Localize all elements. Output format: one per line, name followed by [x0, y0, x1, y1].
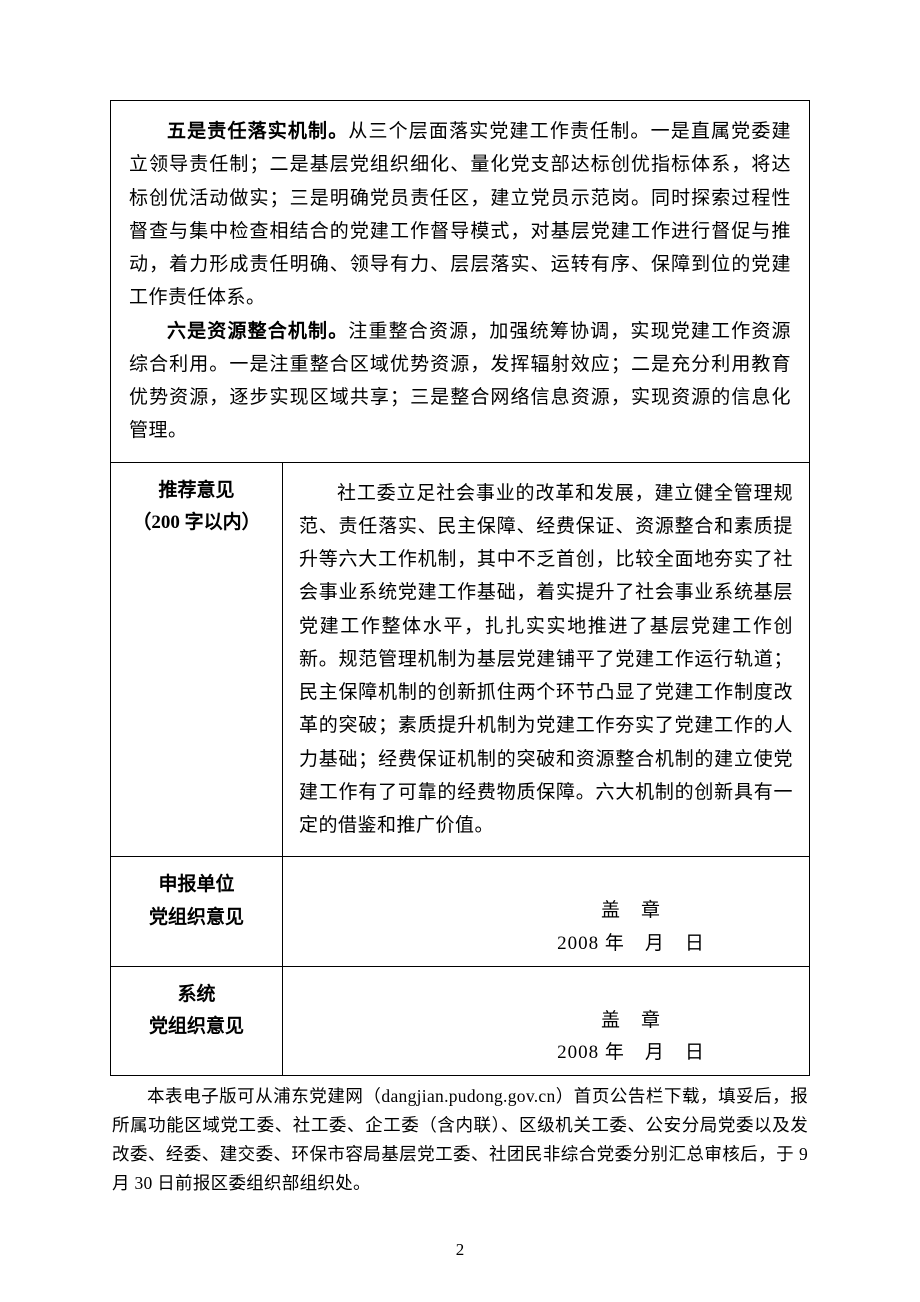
para5-body: 从三个层面落实党建工作责任制。一是直属党委建立领导责任制；二是基层党组织细化、量… — [129, 121, 791, 308]
system-stamp-label: 盖 章 — [469, 1005, 793, 1037]
recommendation-text: 社工委立足社会事业的改革和发展，建立健全管理规范、责任落实、民主保障、经费保证、… — [299, 477, 793, 843]
system-label-line1: 系统 — [117, 979, 276, 1011]
intro-cell: 五是责任落实机制。从三个层面落实党建工作责任制。一是直属党委建立领导责任制；二是… — [111, 101, 810, 463]
applicant-label-line1: 申报单位 — [117, 869, 276, 901]
system-org-label-cell: 系统 党组织意见 — [111, 966, 283, 1076]
rec-label-line1: 推荐意见 — [117, 475, 276, 507]
applicant-org-label-cell: 申报单位 党组织意见 — [111, 857, 283, 967]
recommendation-label-cell: 推荐意见 （200 字以内） — [111, 462, 283, 857]
form-table: 五是责任落实机制。从三个层面落实党建工作责任制。一是直属党委建立领导责任制；二是… — [110, 100, 810, 1076]
paragraph-6: 六是资源整合机制。注重整合资源，加强统筹协调，实现党建工作资源综合利用。一是注重… — [129, 315, 791, 448]
system-date: 2008 年 月 日 — [469, 1037, 793, 1069]
applicant-stamp-label: 盖 章 — [469, 895, 793, 927]
applicant-org-content-cell: 盖 章 2008 年 月 日 — [283, 857, 810, 967]
para5-lead: 五是责任落实机制。 — [167, 121, 348, 142]
page-number: 2 — [0, 1240, 920, 1260]
system-org-content-cell: 盖 章 2008 年 月 日 — [283, 966, 810, 1076]
recommendation-content-cell: 社工委立足社会事业的改革和发展，建立健全管理规范、责任落实、民主保障、经费保证、… — [283, 462, 810, 857]
paragraph-5: 五是责任落实机制。从三个层面落实党建工作责任制。一是直属党委建立领导责任制；二是… — [129, 115, 791, 315]
footer-note: 本表电子版可从浦东党建网（dangjian.pudong.gov.cn）首页公告… — [110, 1082, 810, 1198]
applicant-label-line2: 党组织意见 — [117, 902, 276, 934]
system-label-line2: 党组织意见 — [117, 1011, 276, 1043]
rec-label-line2: （200 字以内） — [117, 507, 276, 539]
para6-lead: 六是资源整合机制。 — [167, 321, 348, 342]
applicant-date: 2008 年 月 日 — [469, 928, 793, 960]
